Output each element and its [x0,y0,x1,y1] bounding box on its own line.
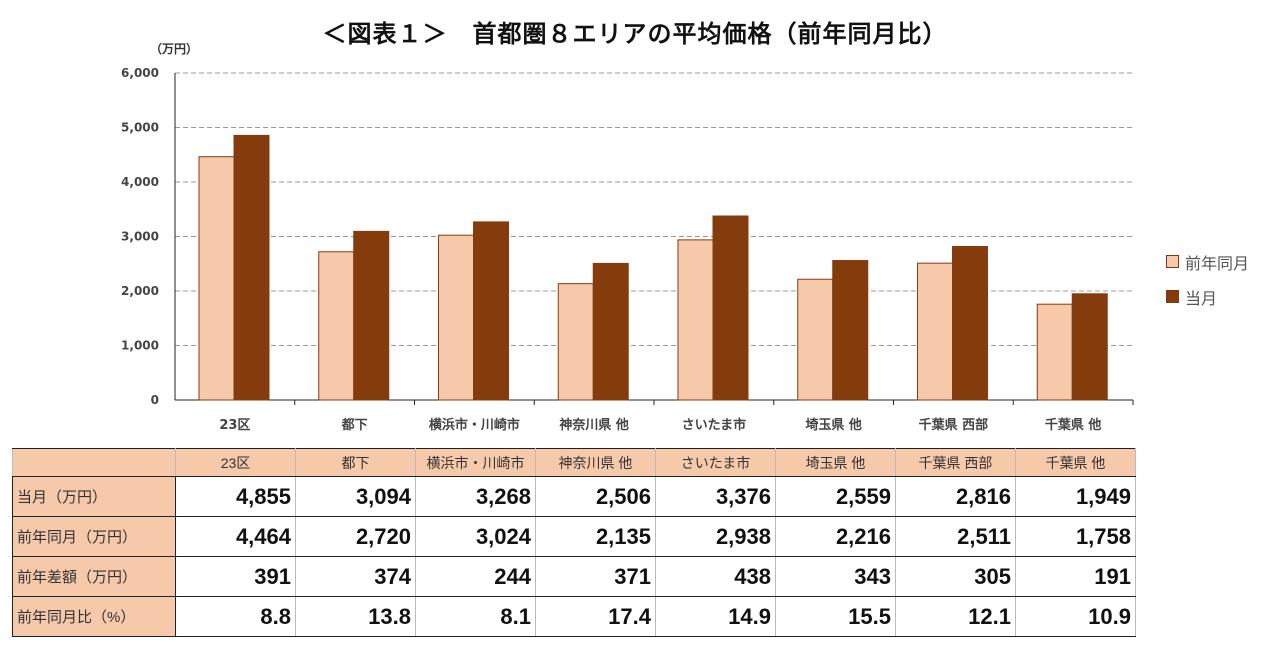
bar-current [952,246,988,401]
table-cell: 10.9 [1015,596,1136,637]
table-cell: 15.5 [775,596,896,637]
table-cell: 3,094 [295,476,416,517]
row-label: 前年同月（万円） [12,516,176,557]
table-cell: 2,506 [535,476,656,517]
table-cell: 8.1 [415,596,536,637]
column-header: 埼玉県 他 [775,448,896,477]
table-cell: 8.8 [175,596,296,637]
table-cell: 12.1 [895,596,1016,637]
bar-current [353,230,390,401]
x-tick-label: 横浜市・川崎市 [429,417,520,433]
row-label: 当月（万円） [12,476,176,517]
legend-swatch [1166,290,1179,303]
table-cell: 191 [1015,556,1136,597]
bar-previous [917,262,953,401]
y-tick-label: 3,000 [121,230,159,244]
table-cell: 343 [775,556,896,597]
x-tick-label: 都下 [341,417,368,433]
table-cell: 244 [415,556,536,597]
table-row: 前年差額（万円） 391 374 244 371 438 343 305 191 [12,556,1136,597]
bar-previous [1036,303,1073,401]
table-cell: 2,938 [655,516,776,557]
column-header: 千葉県 他 [1015,448,1136,477]
table-cell: 374 [295,556,416,597]
table-cell: 371 [535,556,656,597]
table-cell: 2,135 [535,516,656,557]
corner-cell [12,448,176,477]
column-header: 23区 [175,448,296,477]
legend-swatch [1166,255,1179,268]
bar-previous [557,283,594,401]
table-cell: 14.9 [655,596,776,637]
table-cell: 2,559 [775,476,896,517]
y-tick-label: 2,000 [121,284,159,298]
legend-item-previous: 前年同月 [1166,244,1249,279]
bar-previous [438,234,474,401]
legend-label: 当月 [1185,288,1218,308]
row-label: 前年差額（万円） [12,556,176,597]
bar-previous [198,156,235,401]
y-tick-label: 1,000 [121,339,159,353]
data-table: 23区 都下 横浜市・川崎市 神奈川県 他さいたま市 埼玉県 他千葉県 西部 千葉県 他当… [12,448,1136,637]
y-tick-label: 6,000 [121,66,159,80]
table-cell: 3,376 [655,476,776,517]
bar-previous [677,239,714,401]
chart-title: ＜図表１＞ 首都圏８エリアの平均価格（前年同月比） [322,20,948,48]
x-tick-label: 埼玉県 他 [805,417,862,433]
y-axis-unit: （万円） [150,41,198,56]
table-cell: 13.8 [295,596,416,637]
bar-current [712,215,749,401]
table-cell: 2,216 [775,516,896,557]
column-header: 都下 [295,448,416,477]
table-cell: 2,511 [895,516,1016,557]
column-header: さいたま市 [655,448,776,477]
bar-chart: （万円） 0 1,000 2,000 3,000 4,000 5,000 6,000 23区 都下… [121,41,1134,433]
x-tick-label: 千葉県 西部 [919,417,989,433]
x-tick-label: 千葉県 他 [1045,417,1102,433]
bar-previous [797,278,834,401]
bar-current [1071,293,1108,401]
x-tick-label: 神奈川県 他 [559,417,629,433]
legend-label: 前年同月 [1185,253,1250,273]
column-header: 横浜市・川崎市 [415,448,536,477]
y-tick-label: 5,000 [121,121,159,135]
y-tick-label: 0 [151,393,159,407]
row-label: 前年同月比（%） [12,596,176,637]
legend: 前年同月 当月 [1166,244,1249,314]
legend-item-current: 当月 [1166,279,1249,314]
x-tick-label: さいたま市 [682,417,747,433]
table-cell: 3,268 [415,476,536,517]
table-cell: 1,758 [1015,516,1136,557]
table-cell: 2,816 [895,476,1016,517]
x-tick-label: 23区 [219,418,250,433]
table-row: 当月（万円） 4,855 3,094 3,268 2,506 3,376 2,559 2,81… [12,476,1136,517]
table-cell: 4,464 [175,516,296,557]
bar-current [233,134,270,401]
table-cell: 1,949 [1015,476,1136,517]
table-header-row: 23区 都下 横浜市・川崎市 神奈川県 他さいたま市 埼玉県 他千葉県 西部 千葉県 他 [12,448,1136,477]
bar-current [473,221,509,401]
table-cell: 2,720 [295,516,416,557]
column-header: 千葉県 西部 [895,448,1016,477]
table-cell: 305 [895,556,1016,597]
column-header: 神奈川県 他 [535,448,656,477]
table-cell: 4,855 [175,476,296,517]
table-row: 前年同月（万円） 4,464 2,720 3,024 2,135 2,938 2,216 2,… [12,516,1136,557]
bar-current [592,262,629,401]
bar-current [832,260,869,401]
bar-previous [318,251,355,401]
table-cell: 17.4 [535,596,656,637]
table-cell: 438 [655,556,776,597]
y-tick-label: 4,000 [121,175,159,189]
table-cell: 3,024 [415,516,536,557]
table-cell: 391 [175,556,296,597]
table-row: 前年同月比（%） 8.8 13.8 8.1 17.4 14.9 15.5 12.1 10.9 [12,596,1136,637]
